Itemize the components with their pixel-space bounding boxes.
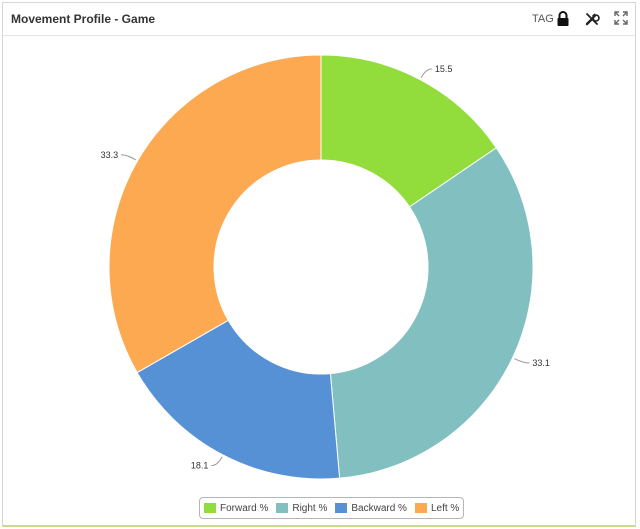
data-label: 18.1 (191, 461, 209, 471)
legend-label: Forward % (220, 502, 269, 514)
data-label-connector (514, 358, 530, 364)
donut-slice-backward[interactable] (136, 319, 341, 480)
donut-svg: 15.5 33.1 18.1 33.3 (101, 54, 550, 480)
donut-chart: 15.5 33.1 18.1 33.3 (3, 36, 635, 525)
donut-slice-left[interactable] (108, 54, 322, 374)
tag-label[interactable]: TAG (532, 13, 554, 25)
legend-label: Left % (430, 502, 460, 514)
legend-swatch (276, 503, 289, 513)
legend-swatch (414, 503, 427, 513)
data-label-connector (121, 154, 137, 161)
data-label: 33.1 (532, 358, 550, 368)
legend-label: Backward % (351, 502, 407, 514)
legend-item[interactable]: Forward % (204, 503, 268, 514)
expand-icon[interactable] (614, 11, 630, 27)
panel-title: Movement Profile - Game (11, 12, 156, 26)
data-label-connector (420, 68, 432, 79)
legend-item[interactable]: Backward % (335, 503, 407, 514)
legend-item[interactable]: Right % (276, 503, 327, 514)
panel-header: Movement Profile - Game TAG (3, 3, 635, 36)
data-label: 33.3 (101, 150, 119, 160)
legend-label: Right % (292, 502, 328, 514)
legend-swatch (335, 503, 348, 513)
chart-legend: Forward % Right % Backward % Left % (199, 497, 465, 519)
donut-slice-forward[interactable] (320, 54, 498, 208)
donut-slice-right[interactable] (329, 147, 534, 479)
data-label-connector (211, 456, 223, 467)
data-label: 15.5 (435, 64, 453, 74)
legend-swatch (204, 503, 216, 513)
lock-icon[interactable] (556, 11, 572, 27)
legend-item[interactable]: Left % (414, 502, 460, 514)
tools-icon[interactable] (584, 11, 600, 27)
